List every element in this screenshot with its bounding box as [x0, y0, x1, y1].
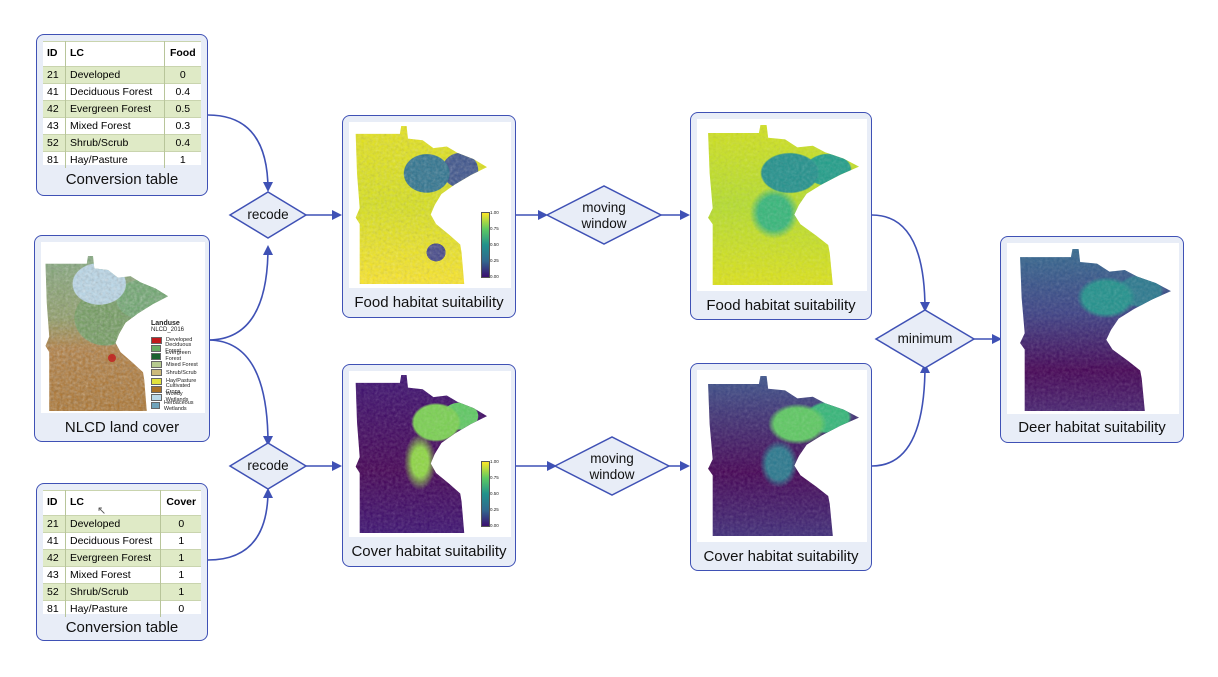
food-table-caption: Conversion table	[65, 171, 179, 188]
colorbar	[481, 212, 490, 278]
cover-suitability-caption-1: Cover habitat suitability	[351, 543, 507, 560]
moving-window-bottom-diamond	[553, 436, 671, 496]
mouse-cursor-icon: ↖	[97, 505, 107, 517]
legend-item: Woody Wetlands	[151, 391, 205, 403]
table-row: 52 Shrub/Scrub 1	[43, 583, 201, 601]
food-suitability-smoothed-map	[697, 119, 867, 291]
table-row: 21 Developed 0	[43, 66, 201, 84]
minimum-label: minimum	[897, 331, 953, 346]
food-suitability-caption-1: Food habitat suitability	[354, 294, 504, 311]
table-row: 21 Developed 0	[43, 515, 201, 533]
cover-conversion-table: ID LC Cover 21 Developed 0 41 Deciduous Fores…	[43, 490, 201, 617]
moving-window-top-diamond	[545, 185, 663, 245]
legend-item: Shrub/Scrub	[151, 369, 205, 377]
nlcd-legend: Landuse NLCD_2016 Developed Deciduous Fo…	[151, 320, 205, 412]
table-row: 41 Deciduous Forest 0.4	[43, 83, 201, 101]
table-row: 42 Evergreen Forest 1	[43, 549, 201, 567]
deer-suitability-caption: Deer habitat suitability	[1018, 419, 1166, 436]
cover-suitability-recode-node: 1.00 0.75 0.50 0.25 0.00 Cover habitat suita…	[342, 364, 516, 567]
table-row: 52 Shrub/Scrub 0.4	[43, 134, 201, 152]
recode-bottom-label: recode	[247, 458, 289, 473]
moving-window-bottom-label: moving window	[589, 451, 635, 482]
colorbar	[481, 461, 490, 527]
cover-conversion-table-node: ID LC Cover 21 Developed 0 41 Deciduous Fores…	[36, 483, 208, 641]
deer-suitability-map	[1007, 243, 1179, 414]
food-suitability-window-node: Food habitat suitability	[690, 112, 872, 320]
legend-item: Hay/Pasture	[151, 377, 205, 385]
food-conversion-table-node: ID LC Food 21 Developed 0 41 Deciduous Forest…	[36, 34, 208, 196]
moving-window-top-label: moving window	[581, 200, 627, 231]
food-suitability-caption-2: Food habitat suitability	[706, 297, 856, 314]
legend-item: Evergreen Forest	[151, 350, 205, 362]
recode-top-label: recode	[247, 207, 289, 222]
cover-table-caption: Conversion table	[65, 619, 179, 636]
legend-item: Developed	[151, 336, 205, 344]
table-row: 81 Hay/Pasture 0	[43, 600, 201, 617]
nlcd-caption: NLCD land cover	[64, 419, 180, 436]
table-row: 42 Evergreen Forest 0.5	[43, 100, 201, 118]
recode-top-diamond	[228, 191, 308, 239]
cover-suitability-window-node: Cover habitat suitability	[690, 363, 872, 571]
table-row: 43 Mixed Forest 0.3	[43, 117, 201, 135]
legend-item: Herbaceous Wetlands	[151, 400, 205, 412]
nlcd-map-image: Landuse NLCD_2016 Developed Deciduous Fo…	[41, 242, 205, 413]
cover-suitability-smoothed-map	[697, 370, 867, 542]
cover-suitability-map: 1.00 0.75 0.50 0.25 0.00	[349, 371, 511, 537]
food-suitability-map: 1.00 0.75 0.50 0.25 0.00	[349, 122, 511, 288]
minimum-diamond	[874, 309, 976, 369]
deer-suitability-node: Deer habitat suitability	[1000, 236, 1184, 443]
legend-item: Cultivated Crops	[151, 383, 205, 395]
developed-area-marker	[108, 354, 116, 362]
legend-item: Mixed Forest	[151, 361, 205, 369]
food-suitability-recode-node: 1.00 0.75 0.50 0.25 0.00 Food habitat suitab…	[342, 115, 516, 318]
table-row: 41 Deciduous Forest 1	[43, 532, 201, 550]
cover-suitability-caption-2: Cover habitat suitability	[703, 548, 859, 565]
food-conversion-table: ID LC Food 21 Developed 0 41 Deciduous Forest…	[43, 41, 201, 168]
table-row: 81 Hay/Pasture 1	[43, 151, 201, 168]
nlcd-land-cover-node: Landuse NLCD_2016 Developed Deciduous Fo…	[34, 235, 210, 442]
table-row: 43 Mixed Forest 1	[43, 566, 201, 584]
legend-item: Deciduous Forest	[151, 342, 205, 354]
recode-bottom-diamond	[228, 442, 308, 490]
